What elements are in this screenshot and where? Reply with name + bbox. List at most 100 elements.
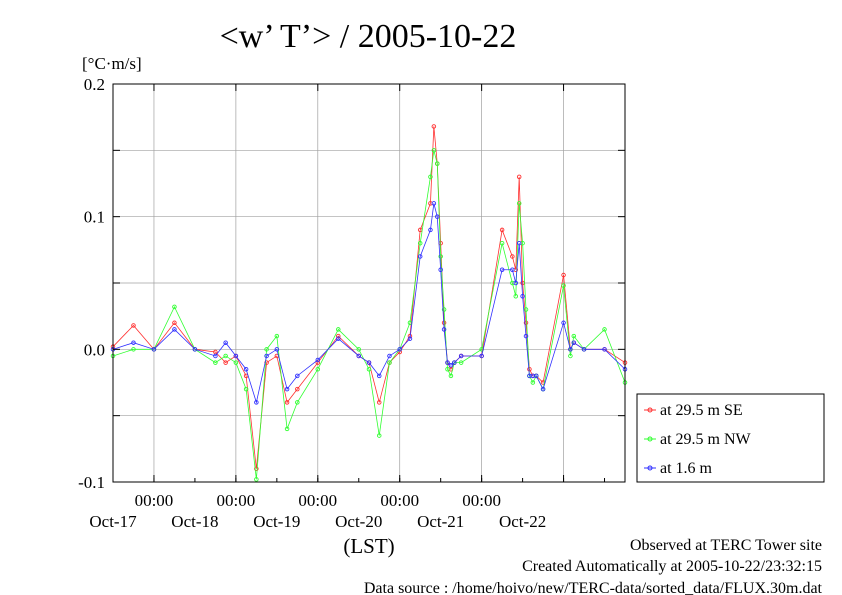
data-point [254, 477, 259, 482]
data-point [458, 353, 464, 359]
y-tick-label: 0.0 [84, 340, 105, 359]
data-point [417, 254, 423, 259]
x-tick-time: 00:00 [380, 491, 419, 510]
data-point [213, 360, 218, 365]
data-point [254, 466, 259, 471]
y-tick-label: 0.1 [84, 208, 105, 227]
data-point [540, 386, 546, 392]
data-point [356, 347, 362, 352]
series-line [112, 126, 626, 469]
data-point [513, 294, 519, 299]
data-point [513, 280, 519, 286]
data-point [131, 347, 136, 352]
data-point [407, 336, 413, 341]
footer-source: Data source : /home/hoivo/new/TERC-data/… [364, 580, 823, 595]
data-point [499, 227, 505, 233]
data-point [428, 227, 433, 233]
data-point [264, 353, 269, 359]
series-line [112, 150, 626, 480]
x-axis-ticks: 00:00 Oct-17 00:00 Oct-18 00:00 Oct-19 00:00 Oc… [89, 84, 606, 531]
legend-swatch-marker [647, 465, 653, 471]
x-axis-label: (LST) [343, 534, 394, 558]
data-point [172, 304, 177, 310]
x-tick-date: Oct-20 [335, 512, 382, 531]
x-tick-date: Oct-22 [499, 512, 546, 531]
data-point [315, 357, 321, 363]
data-point [561, 272, 566, 278]
series-2 [110, 148, 628, 482]
chart-title: <w’ T’> / 2005-10-22 [220, 18, 517, 55]
series-1 [110, 124, 628, 471]
data-point [274, 347, 280, 352]
data-point [131, 323, 136, 328]
data-point [428, 174, 433, 180]
data-point [243, 386, 249, 392]
data-point [568, 353, 573, 359]
data-point [172, 320, 177, 326]
data-point [452, 360, 457, 365]
data-point [458, 360, 464, 365]
legend-swatch-marker [647, 407, 653, 413]
data-point [284, 386, 290, 392]
data-point [520, 294, 525, 299]
data-point [254, 400, 259, 405]
data-point [516, 240, 522, 246]
x-tick-time: 00:00 [298, 491, 337, 510]
data-point [295, 400, 300, 405]
data-point [523, 307, 529, 312]
x-tick-date: Oct-21 [417, 512, 464, 531]
data-point [131, 340, 136, 345]
data-point [571, 340, 577, 345]
data-point [192, 347, 198, 352]
data-point [172, 327, 177, 332]
data-point [223, 360, 228, 365]
series-3 [110, 201, 628, 405]
y-tick-label: 0.2 [84, 75, 105, 94]
y-axis-ticks: 0.2 0.1 0.0 -0.1 [78, 75, 625, 492]
footer-created: Created Automatically at 2005-10-22/23:3… [522, 558, 822, 575]
data-point [448, 363, 454, 368]
data-point [233, 353, 239, 359]
legend-swatch-marker [647, 436, 653, 442]
data-point [510, 267, 515, 272]
data-point [602, 347, 607, 352]
x-tick-date: Oct-19 [253, 512, 300, 531]
data-point [213, 353, 218, 359]
y-tick-label: -0.1 [78, 473, 105, 492]
data-point [516, 174, 522, 180]
data-point [435, 161, 440, 166]
data-point [431, 201, 437, 206]
grid-lines [113, 84, 625, 482]
data-point [510, 254, 515, 259]
y-unit-label: [°C·m/s] [82, 54, 142, 73]
data-point [295, 373, 300, 379]
data-point [376, 400, 382, 405]
data-point [223, 340, 228, 345]
series-line [112, 203, 626, 404]
x-tick-time: 00:00 [462, 491, 501, 510]
data-point [417, 240, 423, 246]
data-point [561, 283, 566, 288]
data-point [523, 333, 529, 339]
data-point [274, 333, 280, 339]
legend-items: at 29.5 m SE at 29.5 m NW at 1.6 m [644, 402, 752, 477]
data-point [387, 360, 392, 365]
data-point [356, 353, 362, 359]
data-point [534, 373, 539, 379]
data-point [581, 347, 587, 352]
data-point [561, 320, 566, 326]
data-point [448, 373, 454, 379]
data-point [376, 373, 382, 379]
x-tick-time: 00:00 [217, 491, 256, 510]
data-point [571, 333, 577, 339]
data-point [366, 366, 372, 372]
x-tick-date: Oct-17 [89, 512, 137, 531]
legend-label: at 29.5 m NW [660, 431, 752, 448]
data-point [264, 347, 269, 352]
data-point [441, 327, 447, 332]
data-point [336, 333, 341, 339]
legend: at 29.5 m SE at 29.5 m NW at 1.6 m [636, 393, 825, 483]
data-point [445, 366, 450, 372]
data-point [516, 201, 522, 206]
data-point [431, 148, 437, 153]
